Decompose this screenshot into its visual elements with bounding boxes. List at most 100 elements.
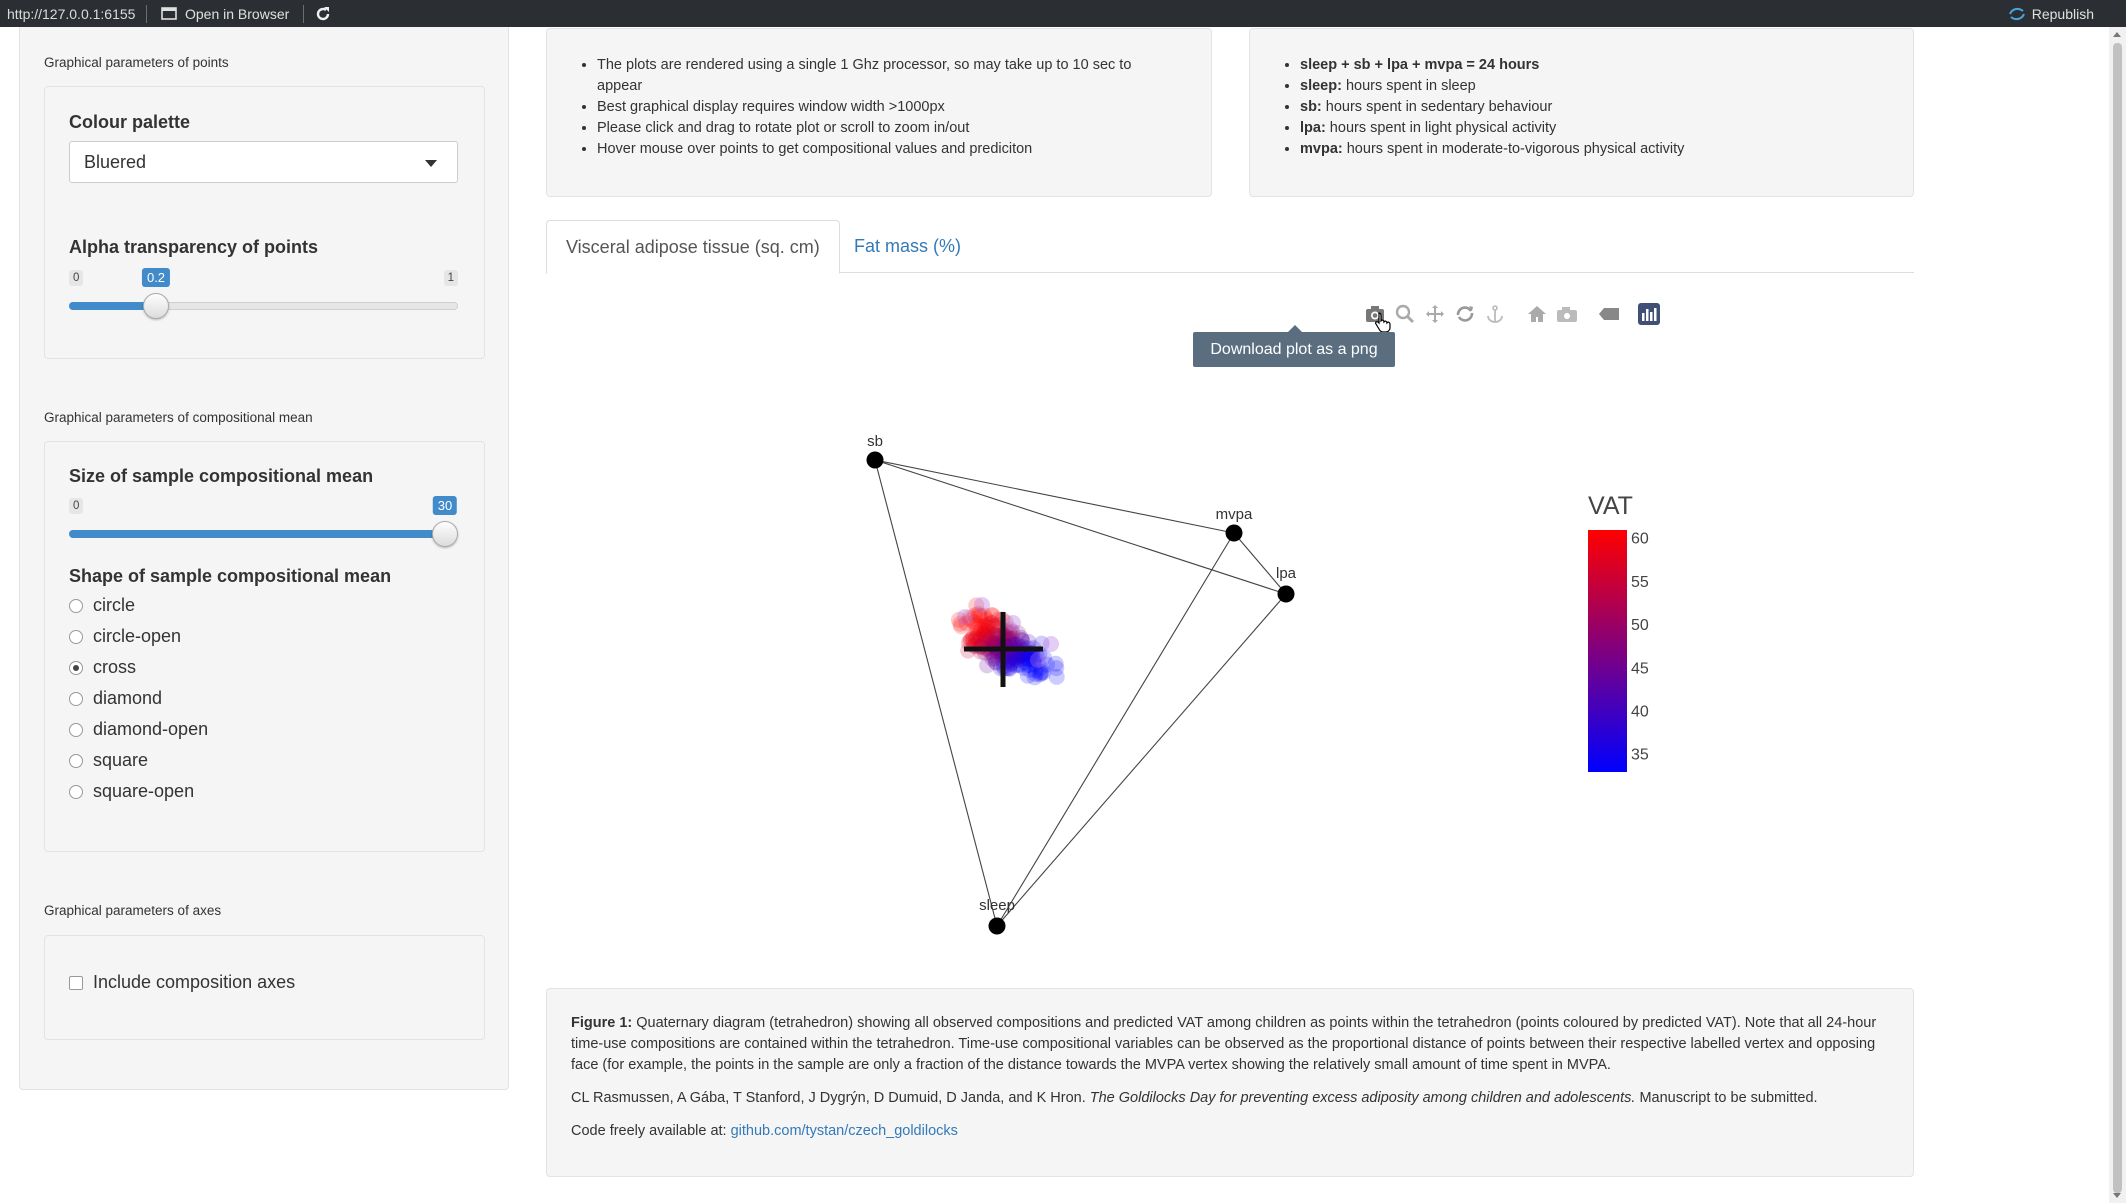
sample-point [986, 647, 1002, 664]
republish-label: Republish [2031, 5, 2094, 22]
radio-button[interactable] [69, 598, 83, 613]
sample-point [964, 630, 981, 647]
open-in-browser-button[interactable]: Open in Browser [153, 6, 297, 22]
scroll-down-arrow-icon[interactable] [2113, 1193, 2121, 1198]
scrollbar-thumb[interactable] [2113, 43, 2122, 1193]
vertex-label-sb: sb [867, 433, 883, 450]
sample-point [1039, 656, 1055, 673]
open-in-browser-label: Open in Browser [185, 5, 290, 22]
alpha-max-label: 1 [443, 270, 458, 286]
vertex-label-mvpa: mvpa [1216, 506, 1253, 523]
orbit-rotation-icon[interactable] [1450, 302, 1480, 326]
browser-window-icon [161, 7, 177, 20]
shape-option-square-open[interactable]: square-open [69, 781, 194, 802]
citation: CL Rasmussen, A Gába, T Stanford, J Dygr… [571, 1088, 1889, 1109]
shape-option-diamond[interactable]: diamond [69, 688, 162, 709]
shape-option-square[interactable]: square [69, 750, 148, 771]
tab-fat-mass[interactable]: Fat mass (%) [854, 236, 962, 256]
radio-button[interactable] [69, 629, 83, 644]
shape-option-label: circle [93, 595, 136, 615]
radio-button[interactable] [69, 753, 83, 768]
scroll-up-arrow-icon[interactable] [2113, 32, 2121, 37]
sample-point [1015, 659, 1032, 676]
sidebar-panel: Graphical parameters of points Colour pa… [19, 27, 509, 1090]
usage-notes-list: The plots are rendered using a single 1 … [597, 55, 1177, 160]
save-camera-icon[interactable] [1552, 302, 1582, 326]
definition-item: mvpa: hours spent in moderate-to-vigorou… [1300, 139, 1890, 160]
colorbar-ticks: 60 55 50 45 40 35 [1631, 531, 1649, 764]
size-slider[interactable]: 0 30 [69, 496, 458, 558]
sample-point [1013, 632, 1030, 648]
sample-point [1001, 649, 1018, 666]
sample-point [1007, 649, 1024, 666]
sample-point [1048, 660, 1065, 677]
sample-point [1011, 647, 1028, 664]
shape-option-circle[interactable]: circle [69, 595, 135, 616]
mean-controls-well: Size of sample compositional mean 0 30 S… [44, 441, 485, 852]
sample-point [967, 607, 983, 624]
palette-selected-value: Bluered [84, 152, 147, 172]
colorbar-tick-label: 50 [1631, 617, 1649, 634]
radio-button[interactable] [69, 722, 83, 737]
size-min-label: 0 [69, 498, 84, 514]
sample-point [970, 624, 987, 641]
radio-button[interactable] [69, 691, 83, 706]
variable-definitions-panel: sleep + sb + lpa + mvpa = 24 hours sleep… [1249, 28, 1914, 197]
size-label: Size of sample compositional mean [69, 466, 374, 486]
include-axes-checkbox[interactable] [69, 975, 83, 990]
modebar-tooltip: Download plot as a png [1193, 325, 1395, 367]
sample-point [1014, 632, 1031, 649]
compositional-mean-cross [964, 612, 1043, 687]
sample-point [958, 615, 975, 632]
turntable-rotation-icon[interactable] [1480, 302, 1510, 326]
zoom-icon[interactable] [1390, 302, 1420, 326]
size-value-badge: 30 [432, 496, 458, 515]
alpha-slider-handle[interactable] [143, 293, 169, 319]
citation-status: Manuscript to be submitted. [1635, 1090, 1818, 1106]
page-scrollbar[interactable] [2109, 27, 2126, 1203]
sample-point [1027, 662, 1044, 679]
toggle-hover-icon[interactable] [1594, 302, 1624, 326]
plotly-logo-icon[interactable] [1634, 302, 1664, 326]
palette-select[interactable]: Bluered [69, 141, 458, 183]
shape-option-label: diamond [93, 688, 163, 708]
sample-point [988, 654, 1005, 671]
reload-button[interactable] [310, 5, 336, 23]
sample-point [1004, 624, 1021, 640]
sample-point [970, 605, 987, 622]
sample-point [980, 616, 997, 633]
tetrahedron-plot[interactable]: sb mvpa lpa sleep VAT 60 55 50 45 40 35 [546, 340, 1914, 980]
sample-point [988, 654, 1004, 671]
viewer-toolbar: http://127.0.0.1:6155 Open in Browser Re… [0, 0, 2126, 27]
alpha-value-badge: 0.2 [141, 268, 171, 287]
sample-point [1032, 666, 1048, 683]
sample-point [965, 633, 982, 649]
republish-button[interactable]: Republish [2008, 0, 2094, 27]
pan-icon[interactable] [1420, 302, 1450, 326]
shape-option-circle-open[interactable]: circle-open [69, 626, 181, 647]
sample-point [976, 618, 993, 635]
sample-point [1019, 667, 1036, 684]
include-axes-checkbox-row[interactable]: Include composition axes [69, 972, 295, 993]
sample-point [1021, 652, 1038, 668]
radio-button-selected[interactable] [69, 660, 83, 675]
url-label: http://127.0.0.1:6155 [7, 5, 136, 22]
colorbar-tick-label: 55 [1631, 574, 1649, 591]
sample-point [1026, 656, 1043, 673]
sample-point [973, 622, 989, 639]
shape-option-cross[interactable]: cross [69, 657, 136, 678]
reset-camera-icon[interactable] [1522, 302, 1552, 326]
alpha-slider[interactable]: 0 1 0.2 [69, 268, 458, 330]
radio-button[interactable] [69, 784, 83, 799]
shape-option-diamond-open[interactable]: diamond-open [69, 719, 208, 740]
sample-point [1009, 651, 1026, 668]
tab-visceral-adipose-tissue[interactable]: Visceral adipose tissue (sq. cm) [546, 220, 840, 274]
code-repo-link[interactable]: github.com/tystan/czech_goldilocks [730, 1123, 958, 1139]
sample-point [1025, 652, 1041, 669]
sample-point [1022, 657, 1039, 674]
figure-caption: Figure 1: Quaternary diagram (tetrahedro… [571, 1013, 1889, 1076]
toolbar-divider [146, 4, 147, 23]
sample-point [1009, 656, 1026, 673]
shape-option-label: diamond-open [93, 719, 209, 739]
size-slider-handle[interactable] [432, 521, 458, 547]
